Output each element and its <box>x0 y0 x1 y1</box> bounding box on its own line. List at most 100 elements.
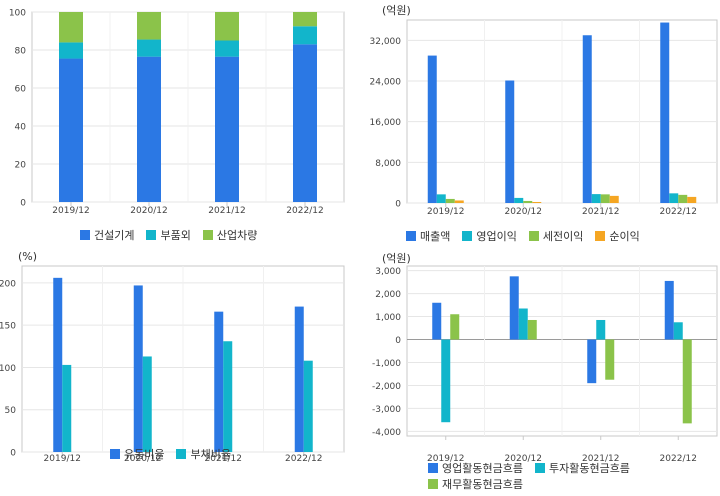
bar-세전이익 <box>600 194 610 203</box>
y-tick-label: -4,000 <box>372 428 401 438</box>
y-tick-label: 50 <box>5 406 17 416</box>
x-tick-label: 2021/12 <box>582 454 619 464</box>
legend-swatch <box>80 230 90 240</box>
legend-swatch <box>528 231 539 241</box>
x-tick-label: 2020/12 <box>505 207 542 217</box>
y-tick-label: -2,000 <box>372 382 401 392</box>
y-tick-label: 60 <box>15 85 27 95</box>
bar-부품외 <box>59 42 83 59</box>
chart-legend: 건설기계 부품외 산업차량 <box>80 227 340 243</box>
legend-label: 세전이익 <box>542 230 584 243</box>
bar-부채비율 <box>223 341 233 452</box>
bar-세전이익 <box>523 200 533 203</box>
x-tick-label: 2020/12 <box>124 454 161 464</box>
bar-영업이익 <box>669 193 679 203</box>
bar-건설기계 <box>137 56 161 203</box>
bar-건설기계 <box>293 44 317 202</box>
chart-svg-sales-mix: 0 20 40 60 80 100 2019/12 2020/12 2021/12 2022/12 <box>9 9 345 216</box>
legend-swatch <box>406 231 416 241</box>
chart-panel-cashflow: (억원) -4,000 -3,000 -2,000 -1,000 0 1,000 2,000… <box>360 248 720 496</box>
bar-영업활동현금흐름 <box>587 339 597 384</box>
legend-item: 투자활동현금흐름 <box>534 460 630 476</box>
x-tick-label: 2022/12 <box>286 206 323 216</box>
unit-label: (억원) <box>382 252 411 265</box>
bar-영업활동현금흐름 <box>432 302 442 340</box>
bar-투자활동현금흐름 <box>518 308 528 340</box>
x-tick-label: 2021/12 <box>208 206 245 216</box>
y-tick-label: 200 <box>0 279 16 289</box>
y-tick-label: 80 <box>15 47 27 57</box>
y-tick-label: -1,000 <box>372 359 401 369</box>
legend-label: 유동비율 <box>124 448 165 461</box>
legend-label: 부품외 <box>160 229 191 242</box>
legend-swatch <box>595 231 606 241</box>
bar-산업차량 <box>293 12 317 27</box>
x-tick-label: 2019/12 <box>427 454 464 464</box>
bar-건설기계 <box>59 58 83 202</box>
bar-매출액 <box>582 35 592 203</box>
legend-item: 영업이익 <box>462 228 517 244</box>
bar-산업차량 <box>215 12 239 41</box>
legend-swatch <box>428 463 438 473</box>
bar-세전이익 <box>678 194 688 203</box>
x-tick-label: 2021/12 <box>582 207 619 217</box>
legend-item: 유동비율 <box>110 446 164 462</box>
y-tick-label: 3,000 <box>375 267 401 277</box>
unit-label: (억원) <box>382 4 411 17</box>
legend-item: 부품외 <box>146 227 191 243</box>
bar-영업활동현금흐름 <box>664 280 674 340</box>
bar-매출액 <box>427 55 437 204</box>
bar-순이익 <box>687 196 697 203</box>
legend-swatch <box>110 449 120 459</box>
legend-swatch <box>462 231 473 241</box>
legend-item: 순이익 <box>595 228 640 244</box>
y-tick-label: 16,000 <box>370 118 402 128</box>
x-tick-label: 2022/12 <box>660 207 697 217</box>
legend-label: 부채비율 <box>190 448 231 461</box>
chart-panel-income: (억원) 0 8,000 16,000 24,000 32,000 2019/12 2020… <box>360 0 720 248</box>
y-tick-label: 32,000 <box>370 37 402 47</box>
legend-item: 영업활동현금흐름 <box>428 460 523 476</box>
unit-label: (%) <box>18 250 38 263</box>
legend-swatch <box>534 463 545 473</box>
bar-재무활동현금흐름 <box>605 339 615 380</box>
chart-panel-ratios: (%) 0 50 100 150 200 2019/12 2020/12 2021/12 202… <box>0 248 360 496</box>
legend-label: 건설기계 <box>94 229 135 242</box>
y-tick-label: 0 <box>395 200 401 210</box>
x-tick-label: 2020/12 <box>505 454 542 464</box>
legend-swatch <box>202 230 213 240</box>
bar-유동비율 <box>294 306 304 452</box>
bar-투자활동현금흐름 <box>441 339 451 423</box>
y-tick-label: 2,000 <box>375 290 401 300</box>
bar-투자활동현금흐름 <box>596 319 606 340</box>
bar-영업활동현금흐름 <box>509 276 519 340</box>
x-tick-label: 2019/12 <box>44 454 81 464</box>
legend-item: 산업차량 <box>202 227 257 243</box>
bar-재무활동현금흐름 <box>682 339 692 424</box>
chart-legend: 영업활동현금흐름 투자활동현금흐름 재무활동현금흐름 <box>428 460 708 492</box>
legend-item: 건설기계 <box>80 227 134 243</box>
legend-label: 매출액 <box>420 230 451 243</box>
legend-label: 영업활동현금흐름 <box>442 462 523 475</box>
bar-매출액 <box>660 22 670 203</box>
y-tick-label: 0 <box>395 336 401 346</box>
bar-부품외 <box>293 26 317 45</box>
bar-순이익 <box>532 201 542 203</box>
bar-부품외 <box>137 39 161 57</box>
y-tick-label: 100 <box>9 9 26 19</box>
bar-산업차량 <box>137 12 161 40</box>
y-tick-label: 1,000 <box>375 313 401 323</box>
bar-부품외 <box>215 40 239 57</box>
bar-영업이익 <box>514 197 524 203</box>
legend-swatch <box>146 230 157 240</box>
y-tick-label: 0 <box>20 199 26 209</box>
bar-재무활동현금흐름 <box>527 319 537 340</box>
y-tick-label: 8,000 <box>375 159 401 169</box>
bar-부채비율 <box>142 356 152 452</box>
legend-swatch <box>176 449 187 459</box>
y-tick-label: 40 <box>15 123 27 133</box>
chart-svg-cashflow: -4,000 -3,000 -2,000 -1,000 0 1,000 2,000 3,000… <box>372 265 718 464</box>
legend-label: 투자활동현금흐름 <box>548 462 630 475</box>
bar-건설기계 <box>215 56 239 203</box>
x-tick-label: 2021/12 <box>205 454 242 464</box>
